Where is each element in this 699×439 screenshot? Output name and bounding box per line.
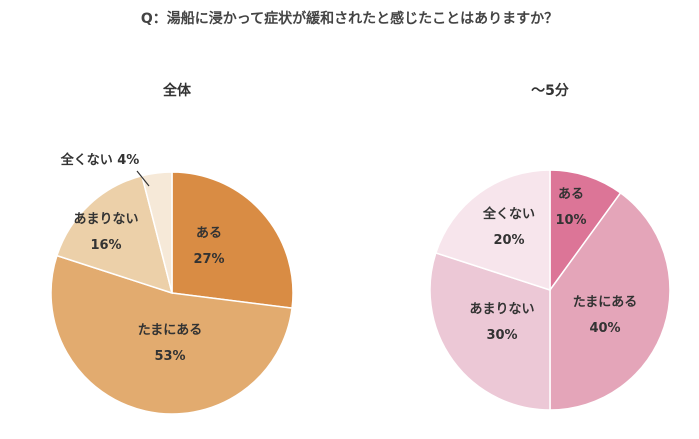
slice-label-overall-aru: ある bbox=[196, 226, 222, 241]
slice-label-5min-tamani-aru: たまにある bbox=[573, 295, 638, 310]
slice-overall-aru bbox=[171, 171, 294, 310]
leader-line-overall-mattaku-nai bbox=[136, 170, 150, 187]
question-title: Q：湯船に浸かって症状が緩和されたと感じたことはありますか？ bbox=[140, 11, 559, 27]
slice-label-5min-amari-nai: あまりない bbox=[469, 302, 534, 317]
pie-chart-overall: ある 27% たまにある 53% あまりない 16% 全くない 4% bbox=[50, 152, 294, 415]
slice-value-overall-aru: 27% bbox=[193, 252, 224, 267]
slice-value-5min-aru: 10% bbox=[555, 213, 586, 228]
slice-label-overall-tamani-aru: たまにある bbox=[138, 323, 203, 338]
slice-label-overall-mattaku-nai: 全くない 4% bbox=[60, 152, 140, 168]
chart-title-5min: ～5分 bbox=[531, 83, 569, 99]
slice-value-overall-amari-nai: 16% bbox=[90, 238, 121, 253]
pie-chart-5min: ある 10% たまにある 40% あまりない 30% 全くない 20% bbox=[429, 169, 671, 411]
slice-overall-mattaku-nai bbox=[140, 171, 173, 294]
slice-label-5min-aru: ある bbox=[558, 187, 584, 202]
slice-overall-tamani-aru bbox=[50, 254, 293, 415]
slice-value-overall-tamani-aru: 53% bbox=[154, 349, 185, 364]
slice-5min-mattaku-nai bbox=[434, 169, 551, 292]
slice-5min-amari-nai bbox=[429, 251, 551, 411]
chart-title-overall: 全体 bbox=[163, 83, 191, 99]
slice-value-5min-mattaku-nai: 20% bbox=[493, 233, 524, 248]
slice-overall-amari-nai bbox=[55, 174, 174, 295]
slice-label-5min-mattaku-nai: 全くない bbox=[482, 206, 535, 222]
slice-5min-tamani-aru bbox=[549, 191, 671, 411]
slice-5min-aru bbox=[549, 169, 622, 293]
slice-label-overall-amari-nai: あまりない bbox=[73, 212, 138, 227]
slice-value-5min-tamani-aru: 40% bbox=[589, 321, 620, 336]
slice-value-5min-amari-nai: 30% bbox=[486, 328, 517, 343]
